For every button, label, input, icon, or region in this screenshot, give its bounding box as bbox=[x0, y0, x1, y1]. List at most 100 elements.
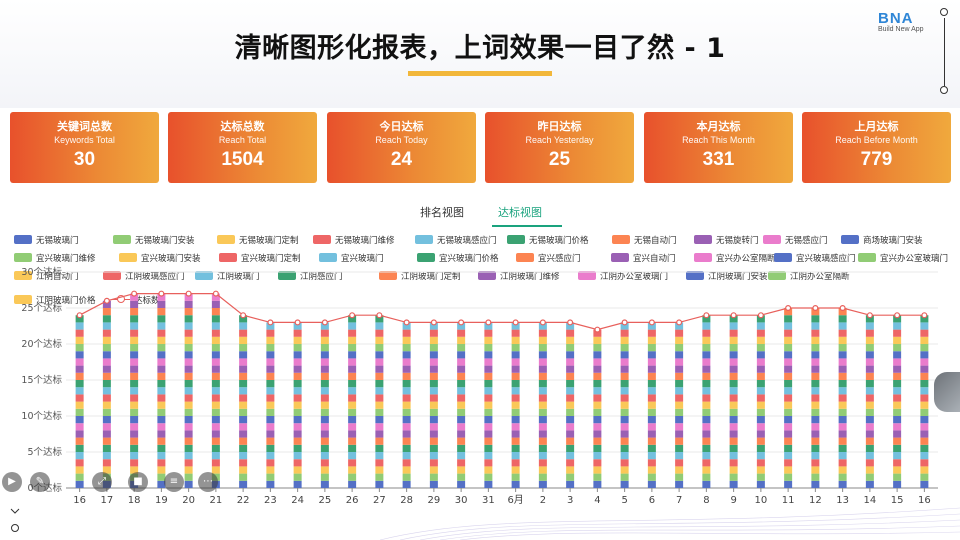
legend-item-line[interactable]: 达标数 bbox=[112, 295, 160, 308]
legend-item[interactable]: 无锡玻璃门定制 bbox=[217, 235, 299, 248]
bar-segment bbox=[920, 322, 929, 330]
bar-segment bbox=[266, 394, 275, 402]
legend-item[interactable]: 宜兴办公室玻璃门 bbox=[858, 253, 948, 266]
bar-segment bbox=[457, 372, 466, 380]
bar-segment bbox=[211, 308, 220, 316]
legend-item[interactable]: 江阴办公室隔断 bbox=[768, 271, 850, 284]
bar-segment bbox=[811, 408, 820, 416]
bar-segment bbox=[130, 408, 139, 416]
camera-icon[interactable]: ■ bbox=[128, 472, 148, 492]
legend-item[interactable]: 江阴玻璃门维修 bbox=[478, 271, 560, 284]
total-point bbox=[894, 312, 901, 319]
bar-segment bbox=[538, 423, 547, 431]
legend-label: 宜兴玻璃门价格 bbox=[439, 254, 499, 264]
bar-segment bbox=[647, 351, 656, 359]
legend-label: 宜兴自动门 bbox=[633, 254, 676, 264]
bar-segment bbox=[266, 408, 275, 416]
bar-segment bbox=[893, 437, 902, 445]
bar-segment bbox=[865, 329, 874, 337]
bar-segment bbox=[756, 372, 765, 380]
bar-segment bbox=[838, 351, 847, 359]
legend-item[interactable]: 无锡自动门 bbox=[612, 235, 677, 248]
legend-label: 江阴感应门 bbox=[300, 272, 343, 282]
bar-segment bbox=[211, 322, 220, 330]
bar-segment bbox=[838, 322, 847, 330]
bar-segment bbox=[865, 473, 874, 481]
bar-segment bbox=[865, 408, 874, 416]
bar-segment bbox=[130, 459, 139, 467]
legend-item[interactable]: 江阴玻璃门价格 bbox=[14, 295, 96, 308]
bar-segment bbox=[784, 322, 793, 330]
legend-item[interactable]: 宜兴玻璃感应门 bbox=[774, 253, 856, 266]
legend-item[interactable]: 江阴玻璃门安装 bbox=[686, 271, 768, 284]
legend-item[interactable]: 无锡玻璃感应门 bbox=[415, 235, 497, 248]
bar-segment bbox=[375, 351, 384, 359]
expand-icon[interactable]: ⤢ bbox=[92, 472, 112, 492]
total-line bbox=[79, 293, 925, 331]
bar-segment bbox=[130, 344, 139, 352]
bar-segment bbox=[266, 401, 275, 409]
bar-segment bbox=[157, 308, 166, 316]
bar-segment bbox=[538, 358, 547, 366]
legend-item[interactable]: 江阴感应门 bbox=[278, 271, 343, 284]
stat-value: 25 bbox=[548, 149, 571, 170]
pencil-icon[interactable]: ✎ bbox=[30, 472, 50, 492]
bar-segment bbox=[675, 329, 684, 337]
legend-item[interactable]: 商场玻璃门安装 bbox=[841, 235, 923, 248]
legend-item[interactable]: 无锡旋转门 bbox=[694, 235, 759, 248]
bar-segment bbox=[893, 344, 902, 352]
legend-item[interactable]: 无锡感应门 bbox=[763, 235, 828, 248]
legend-item[interactable]: 江阴自动门 bbox=[14, 271, 79, 284]
legend-item[interactable]: 宜兴玻璃门维修 bbox=[14, 253, 96, 266]
more-icon[interactable]: ⋯ bbox=[198, 472, 218, 492]
legend-label: 宜兴玻璃门 bbox=[341, 254, 384, 264]
bar-segment bbox=[429, 322, 438, 330]
legend-item[interactable]: 宜兴玻璃门 bbox=[319, 253, 384, 266]
legend-swatch bbox=[694, 253, 712, 262]
legend-item[interactable]: 江阴办公室玻璃门 bbox=[578, 271, 668, 284]
legend-item[interactable]: 江阴玻璃感应门 bbox=[103, 271, 185, 284]
subtitle-icon[interactable]: ≡ bbox=[164, 472, 184, 492]
legend-item[interactable]: 宜兴玻璃门定制 bbox=[219, 253, 301, 266]
bar-segment bbox=[647, 344, 656, 352]
bar-segment bbox=[729, 380, 738, 388]
bar-segment bbox=[511, 365, 520, 373]
bar-segment bbox=[239, 380, 248, 388]
legend-item[interactable]: 宜兴自动门 bbox=[611, 253, 676, 266]
play-icon[interactable]: ▶ bbox=[2, 472, 22, 492]
bar-segment bbox=[184, 372, 193, 380]
bar-segment bbox=[811, 336, 820, 344]
bar-segment bbox=[348, 344, 357, 352]
legend-item[interactable]: 江阴玻璃门定制 bbox=[379, 271, 461, 284]
legend-item[interactable]: 无锡玻璃门维修 bbox=[313, 235, 395, 248]
bar-segment bbox=[184, 300, 193, 308]
bar-segment bbox=[920, 473, 929, 481]
bar-segment bbox=[239, 394, 248, 402]
bar-segment bbox=[620, 372, 629, 380]
bar-segment bbox=[239, 329, 248, 337]
legend-item[interactable]: 江阴玻璃门 bbox=[195, 271, 260, 284]
bar-segment bbox=[457, 358, 466, 366]
legend-item[interactable]: 无锡玻璃门安装 bbox=[113, 235, 195, 248]
bar-segment bbox=[157, 322, 166, 330]
legend-item[interactable]: 宜兴办公室隔断 bbox=[694, 253, 776, 266]
bar-segment bbox=[375, 315, 384, 323]
legend-item[interactable]: 宜兴感应门 bbox=[516, 253, 581, 266]
bar-segment bbox=[675, 387, 684, 395]
legend-item[interactable]: 无锡玻璃门 bbox=[14, 235, 79, 248]
legend-swatch bbox=[195, 271, 213, 280]
total-point bbox=[131, 290, 138, 297]
bar-segment bbox=[647, 437, 656, 445]
legend-item[interactable]: 无锡玻璃门价格 bbox=[507, 235, 589, 248]
bar-segment bbox=[566, 372, 575, 380]
x-tick-label: 22 bbox=[237, 495, 250, 506]
bar-segment bbox=[211, 358, 220, 366]
side-thumbnail[interactable] bbox=[934, 372, 960, 412]
legend-item[interactable]: 宜兴玻璃门安装 bbox=[119, 253, 201, 266]
bar-segment bbox=[920, 459, 929, 467]
legend-item[interactable]: 宜兴玻璃门价格 bbox=[417, 253, 499, 266]
tab-ranking-view[interactable]: 排名视图 bbox=[420, 206, 464, 219]
tab-reach-view[interactable]: 达标视图 bbox=[498, 206, 542, 219]
bar-segment bbox=[811, 423, 820, 431]
bar-segment bbox=[784, 308, 793, 316]
